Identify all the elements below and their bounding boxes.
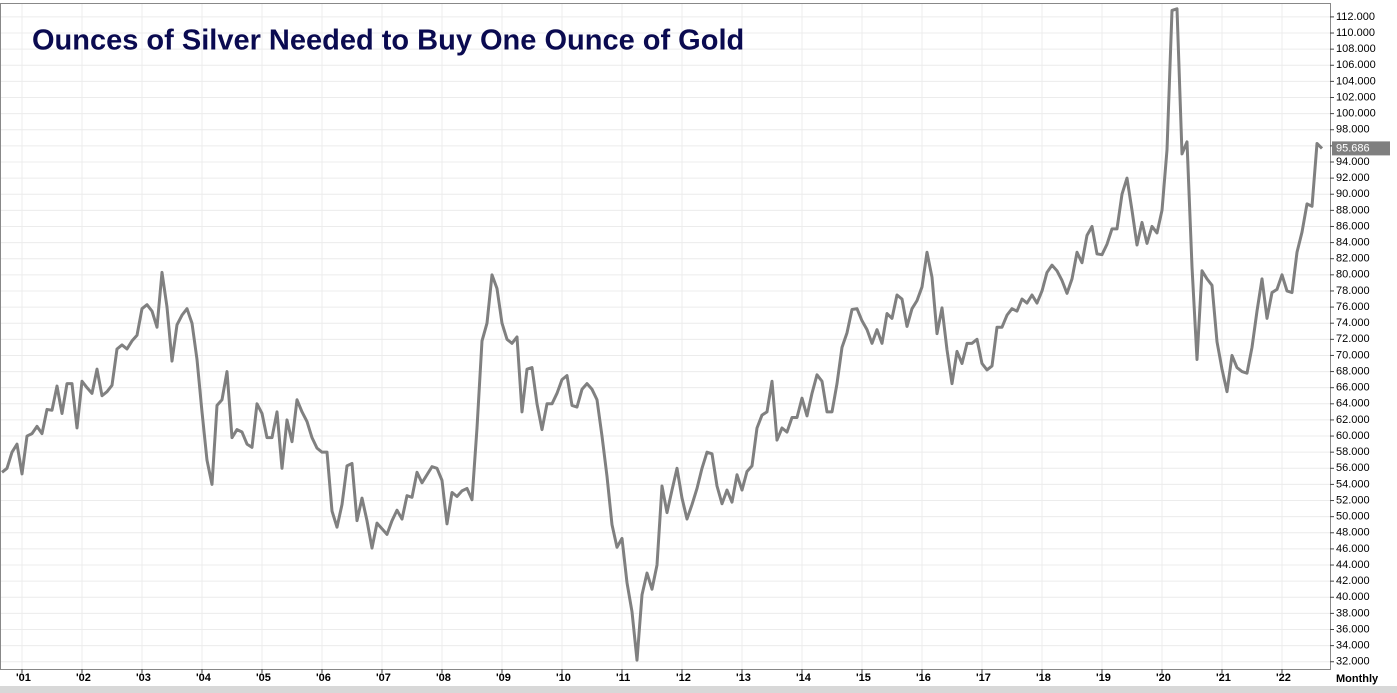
x-tick-label: '07 (376, 672, 391, 684)
x-tick-label: '11 (616, 672, 630, 684)
x-tick-label: '14 (796, 672, 812, 684)
x-tick-label: '12 (676, 672, 691, 684)
x-tick-label: '02 (76, 672, 91, 684)
last-value-box (1332, 141, 1390, 156)
y-tick-label: 54.000 (1336, 478, 1370, 490)
y-tick-label: 44.000 (1336, 559, 1370, 571)
y-tick-label: 40.000 (1336, 591, 1370, 603)
y-tick-label: 62.000 (1336, 414, 1370, 426)
plot-frame (0, 3, 1331, 670)
y-tick-label: 84.000 (1336, 237, 1370, 249)
y-tick-label: 98.000 (1336, 124, 1370, 136)
x-tick-label: '16 (916, 672, 931, 684)
x-tick-label: '15 (856, 672, 871, 684)
x-tick-label: '03 (136, 672, 151, 684)
y-tick-label: 104.000 (1336, 75, 1376, 87)
y-tick-label: 110.000 (1336, 27, 1375, 39)
x-tick-label: '13 (736, 672, 751, 684)
y-tick-label: 34.000 (1336, 640, 1370, 652)
y-tick-label: 70.000 (1336, 349, 1370, 361)
y-tick-label: 80.000 (1336, 269, 1370, 281)
y-tick-label: 106.000 (1336, 59, 1376, 71)
x-tick-label: '04 (196, 672, 212, 684)
y-tick-label: 88.000 (1336, 204, 1370, 216)
y-tick-label: 48.000 (1336, 527, 1370, 539)
y-tick-label: 76.000 (1336, 301, 1370, 313)
x-tick-label: '01 (16, 672, 31, 684)
y-tick-label: 58.000 (1336, 446, 1370, 458)
y-tick-label: 86.000 (1336, 220, 1370, 232)
last-value-label: 95.686 (1336, 142, 1370, 154)
y-tick-label: 66.000 (1336, 382, 1370, 394)
y-tick-label: 50.000 (1336, 511, 1370, 523)
y-tick-label: 42.000 (1336, 575, 1370, 587)
chart-title: Ounces of Silver Needed to Buy One Ounce… (32, 25, 744, 57)
y-tick-label: 82.000 (1336, 253, 1370, 265)
y-tick-label: 92.000 (1336, 172, 1370, 184)
x-tick-label: '22 (1276, 672, 1291, 684)
y-tick-label: 112.000 (1336, 11, 1375, 23)
x-tick-label: '05 (256, 672, 271, 684)
x-tick-label: '21 (1216, 672, 1231, 684)
y-tick-label: 32.000 (1336, 656, 1370, 668)
y-tick-label: 90.000 (1336, 188, 1370, 200)
y-tick-label: 60.000 (1336, 430, 1370, 442)
y-tick-label: 36.000 (1336, 623, 1370, 635)
y-tick-label: 100.000 (1336, 108, 1376, 120)
y-tick-label: 74.000 (1336, 317, 1370, 329)
y-tick-label: 52.000 (1336, 494, 1370, 506)
y-tick-label: 94.000 (1336, 156, 1370, 168)
x-tick-label: '18 (1036, 672, 1051, 684)
y-tick-label: 68.000 (1336, 365, 1370, 377)
y-tick-label: 78.000 (1336, 285, 1370, 297)
marks (1, 7, 1324, 662)
period-label: Monthly (1336, 673, 1379, 685)
y-tick-label: 38.000 (1336, 607, 1370, 619)
x-tick-label: '06 (316, 672, 331, 684)
x-tick-label: '09 (496, 672, 511, 684)
status-strip (0, 686, 1397, 693)
data-line (1, 7, 1324, 662)
x-tick-label: '20 (1156, 672, 1171, 684)
y-tick-label: 102.000 (1336, 91, 1376, 103)
x-tick-label: '17 (976, 672, 991, 684)
x-tick-label: '08 (436, 672, 451, 684)
y-tick-label: 56.000 (1336, 462, 1370, 474)
y-tick-label: 72.000 (1336, 333, 1370, 345)
x-tick-label: '10 (556, 672, 571, 684)
x-tick-label: '19 (1096, 672, 1111, 684)
y-tick-label: 46.000 (1336, 543, 1370, 555)
grid (0, 4, 1330, 669)
y-tick-label: 108.000 (1336, 43, 1376, 55)
y-tick-label: 64.000 (1336, 398, 1370, 410)
